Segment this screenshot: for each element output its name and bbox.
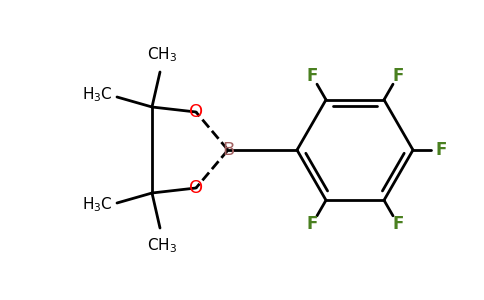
Text: F: F [306,215,318,233]
Text: O: O [189,103,203,121]
Text: H$_3$C: H$_3$C [82,86,113,104]
Text: F: F [306,67,318,85]
Text: B: B [222,141,234,159]
Text: H$_3$C: H$_3$C [82,196,113,214]
Text: CH$_3$: CH$_3$ [147,236,177,255]
Text: CH$_3$: CH$_3$ [147,45,177,64]
Text: F: F [393,215,404,233]
Text: F: F [393,67,404,85]
Text: O: O [189,179,203,197]
Text: F: F [435,141,447,159]
